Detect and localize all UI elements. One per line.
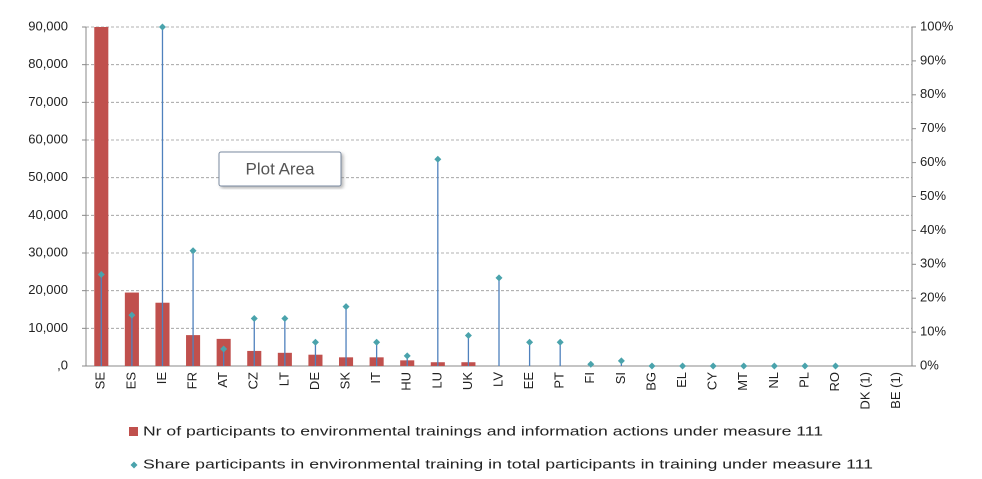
x-tick-label: MT: [735, 372, 750, 391]
y-tick-label: 90,000: [28, 18, 68, 33]
y2-tick-label: 40%: [920, 222, 946, 237]
legend-label: Share participants in environmental trai…: [143, 456, 873, 471]
marker: [250, 315, 258, 323]
marker: [373, 338, 381, 346]
x-tick-label: AT: [215, 372, 230, 388]
marker: [342, 303, 350, 311]
x-tick-label: CZ: [246, 372, 261, 389]
y-tick-label: 30,000: [28, 244, 68, 259]
marker: [556, 338, 564, 346]
x-tick-label: SE: [93, 372, 108, 390]
marker: [801, 362, 809, 370]
x-tick-label: SK: [337, 372, 352, 390]
marker: [158, 23, 166, 31]
x-tick-label: PL: [796, 372, 811, 388]
x-tick-label: BE (1): [888, 372, 903, 409]
y2-tick-label: 60%: [920, 154, 946, 169]
marker: [311, 338, 319, 346]
y-tick-label: 50,000: [28, 169, 68, 184]
x-tick-label: BG: [643, 372, 658, 391]
marker: [526, 338, 534, 346]
y-tick-label: 60,000: [28, 131, 68, 146]
x-tick-label: IE: [154, 372, 169, 385]
annotation: Plot Area: [246, 159, 316, 178]
x-tick-label: LV: [490, 372, 505, 387]
y2-tick-label: 0%: [920, 357, 939, 372]
x-tick-label: DK (1): [858, 372, 873, 410]
x-tick-label: HU: [399, 372, 414, 391]
marker: [403, 352, 411, 360]
x-tick-label: IT: [368, 372, 383, 384]
x-tick-label: RO: [827, 372, 842, 392]
marker: [740, 362, 748, 370]
marker: [189, 247, 197, 255]
marker: [128, 311, 136, 319]
marker: [281, 315, 289, 323]
y2-tick-label: 90%: [920, 52, 946, 67]
marker: [832, 362, 840, 370]
marker: [770, 362, 778, 370]
x-tick-label: LU: [429, 372, 444, 389]
x-tick-label: NL: [766, 372, 781, 389]
x-tick-label: SI: [613, 372, 628, 384]
y2-tick-label: 10%: [920, 324, 946, 339]
y-tick-label: 40,000: [28, 207, 68, 222]
x-tick-label: LT: [276, 372, 291, 386]
y-tick-label: 70,000: [28, 94, 68, 109]
marker: [434, 155, 442, 163]
marker: [587, 360, 595, 368]
y2-tick-label: 70%: [920, 120, 946, 135]
x-tick-label: ES: [123, 372, 138, 390]
marker: [617, 357, 625, 365]
x-tick-label: PT: [552, 372, 567, 389]
y-tick-label: 80,000: [28, 56, 68, 71]
marker: [220, 345, 228, 353]
marker: [495, 274, 503, 282]
y2-tick-label: 100%: [920, 18, 954, 33]
y-tick-label: 10,000: [28, 320, 68, 335]
y2-tick-label: 20%: [920, 290, 946, 305]
marker: [709, 362, 717, 370]
marker: [648, 362, 656, 370]
x-tick-label: DE: [307, 372, 322, 390]
legend-marker: [129, 427, 138, 436]
marker: [679, 362, 687, 370]
y2-tick-label: 80%: [920, 86, 946, 101]
x-tick-label: EL: [674, 372, 689, 388]
marker: [97, 270, 105, 278]
legend-label: Nr of participants to environmental trai…: [143, 423, 823, 438]
x-tick-label: FI: [582, 372, 597, 384]
y2-tick-label: 30%: [920, 256, 946, 271]
annotation-box: [218, 151, 342, 187]
y-tick-label: ,0: [57, 357, 68, 372]
x-tick-label: CY: [705, 372, 720, 390]
x-tick-label: EE: [521, 372, 536, 390]
legend-marker: [130, 461, 138, 469]
x-tick-label: UK: [460, 372, 475, 390]
y-tick-label: 20,000: [28, 282, 68, 297]
x-tick-label: FR: [185, 372, 200, 389]
marker: [464, 331, 472, 339]
bar: [94, 27, 109, 366]
y2-tick-label: 50%: [920, 188, 946, 203]
